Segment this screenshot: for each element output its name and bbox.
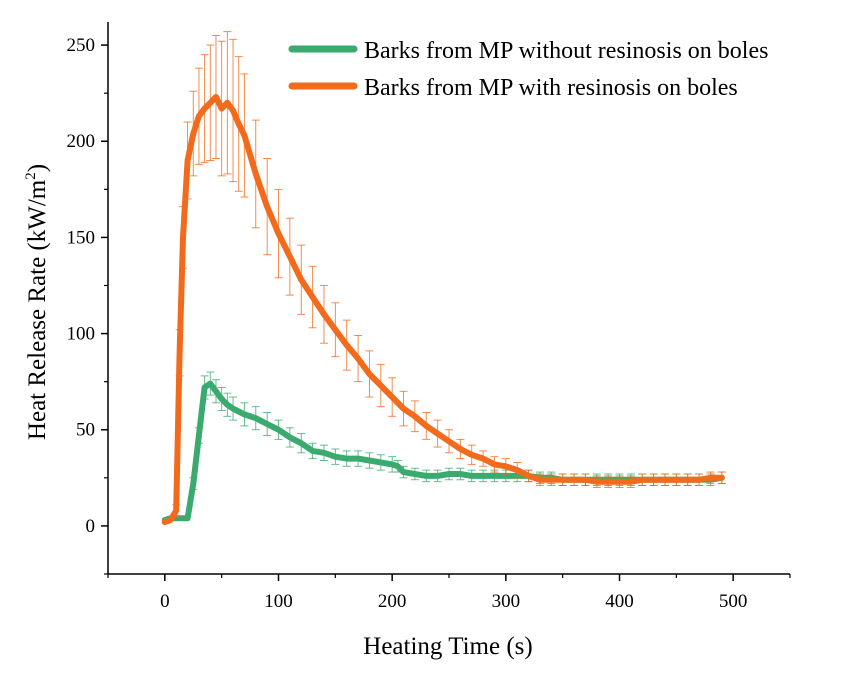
axes: 0 100 200 300 400 500 0 50 100 150 200 250 <box>67 22 791 612</box>
legend-label-without-resinosis: Barks from MP without resinosis on boles <box>364 38 768 64</box>
legend: Barks from MP without resinosis on boles… <box>288 38 768 101</box>
x-axis-title: Heating Time (s) <box>363 633 532 660</box>
y-axis-title: Heat Release Rate (kW/m2) <box>23 164 51 440</box>
y-tick-label: 0 <box>86 516 96 537</box>
series-with-resinosis <box>161 31 726 526</box>
y-tick-label: 250 <box>67 35 96 56</box>
x-tick-label: 500 <box>719 591 748 612</box>
series-without-resinosis <box>161 371 726 524</box>
x-tick-label: 100 <box>264 591 293 612</box>
y-tick-label: 100 <box>67 324 96 345</box>
series-layer <box>161 31 726 526</box>
x-tick-label: 0 <box>160 591 170 612</box>
legend-label-with-resinosis: Barks from MP with resinosis on boles <box>364 75 738 101</box>
y-tick-label: 200 <box>67 131 96 152</box>
y-tick-label: 150 <box>67 227 96 248</box>
y-tick-label: 50 <box>76 420 95 441</box>
y-axis-title-superscript: 2 <box>23 172 39 180</box>
y-axis-title-close: ) <box>24 164 51 172</box>
series-line <box>161 380 725 524</box>
x-tick-label: 300 <box>492 591 521 612</box>
y-axis-title-main: Heat Release Rate (kW/m <box>24 179 51 440</box>
x-tick-label: 400 <box>605 591 634 612</box>
series-line <box>161 94 725 526</box>
x-tick-label: 200 <box>378 591 407 612</box>
